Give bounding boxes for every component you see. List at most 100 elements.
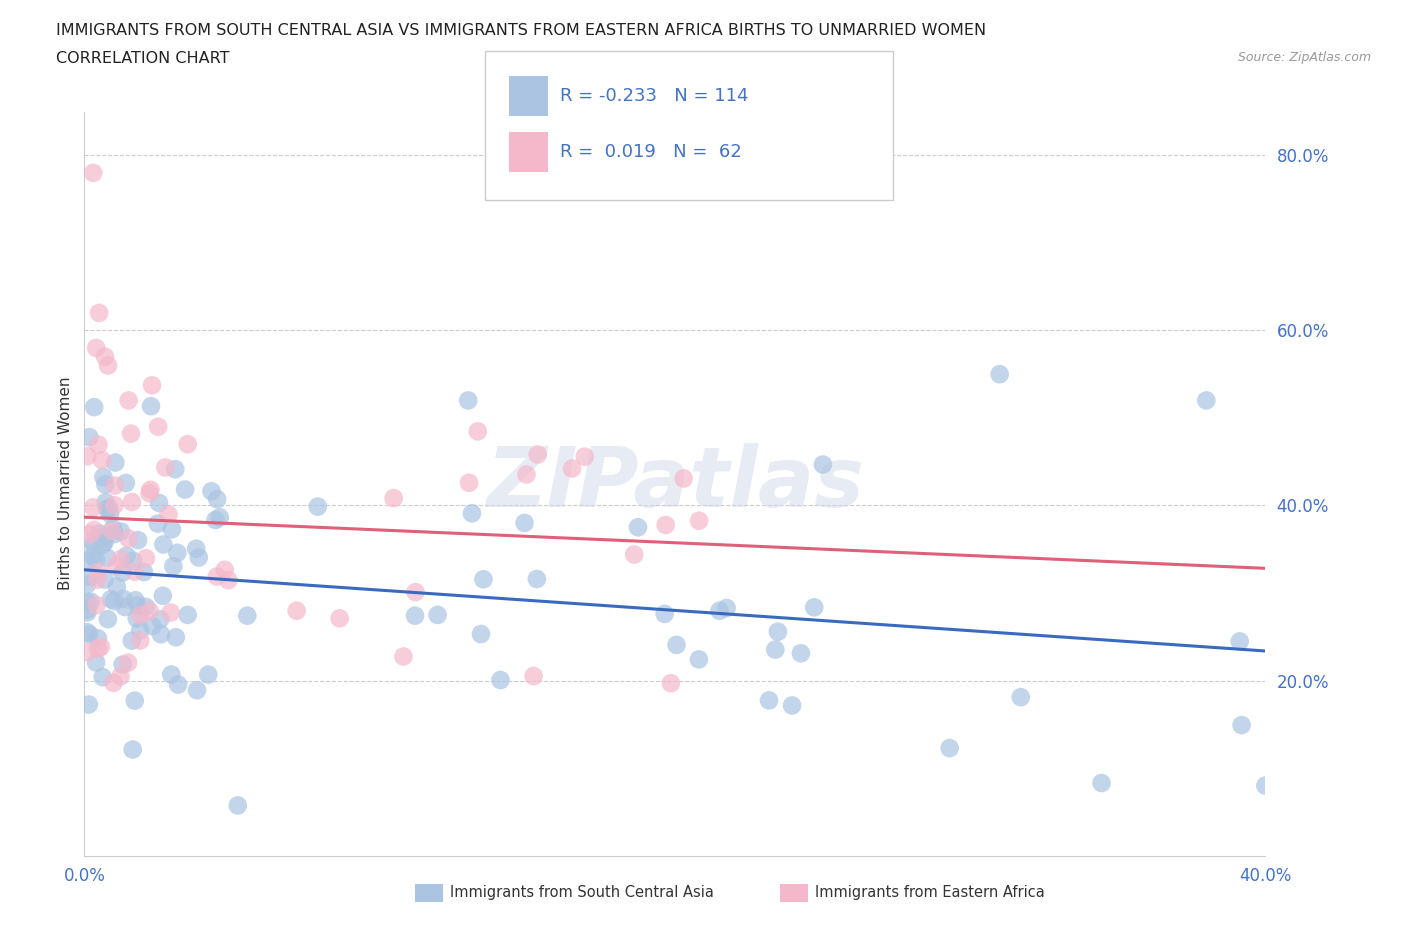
Point <box>100 524 122 538</box>
Point <box>94 350 117 365</box>
Point <box>82 534 104 549</box>
Point <box>135 551 157 565</box>
Point <box>89 526 111 541</box>
Point <box>135 600 157 615</box>
Point <box>77 627 100 642</box>
Point <box>200 484 222 498</box>
Point <box>780 698 803 713</box>
Point <box>87 631 110 645</box>
Point <box>86 572 108 587</box>
Point <box>87 305 111 320</box>
Point <box>155 460 177 475</box>
Point <box>141 618 163 633</box>
Point <box>87 565 110 579</box>
Point <box>458 475 481 490</box>
Point <box>138 485 160 500</box>
Point <box>79 569 101 584</box>
Point <box>938 740 960 755</box>
Point <box>98 507 121 522</box>
Point <box>132 565 155 579</box>
Point <box>105 559 128 574</box>
Point <box>122 553 145 568</box>
Point <box>457 393 479 408</box>
Point <box>665 637 688 652</box>
Point <box>426 607 449 622</box>
Point <box>94 572 117 587</box>
Point <box>76 605 98 620</box>
Point <box>1229 634 1251 649</box>
Point <box>114 600 136 615</box>
Point <box>165 462 187 477</box>
Point <box>103 593 125 608</box>
Point <box>329 611 352 626</box>
Point <box>176 607 198 622</box>
Point <box>236 608 259 623</box>
Text: CORRELATION CHART: CORRELATION CHART <box>56 51 229 66</box>
Y-axis label: Births to Unmarried Women: Births to Unmarried Women <box>58 377 73 591</box>
Point <box>149 627 172 642</box>
Point <box>86 598 108 613</box>
Point <box>1254 778 1277 793</box>
Point <box>285 604 308 618</box>
Point <box>97 612 120 627</box>
Point <box>623 547 645 562</box>
Point <box>152 537 174 551</box>
Point <box>101 521 124 536</box>
Point <box>177 437 200 452</box>
Text: Immigrants from Eastern Africa: Immigrants from Eastern Africa <box>815 885 1045 900</box>
Point <box>148 419 170 434</box>
Point <box>214 563 236 578</box>
Point <box>654 517 676 532</box>
Point <box>93 470 115 485</box>
Point <box>83 538 105 552</box>
Point <box>129 623 152 638</box>
Point <box>513 515 536 530</box>
Point <box>526 447 548 462</box>
Point <box>186 683 208 698</box>
Point <box>758 693 780 708</box>
Point <box>654 606 676 621</box>
Point <box>186 541 208 556</box>
Point <box>205 569 228 584</box>
Point <box>659 676 682 691</box>
Point <box>208 510 231 525</box>
Point <box>120 426 142 441</box>
Point <box>110 669 132 684</box>
Point <box>90 640 112 655</box>
Point <box>149 612 172 627</box>
Point <box>105 579 128 594</box>
Text: Immigrants from South Central Asia: Immigrants from South Central Asia <box>450 885 714 900</box>
Point <box>84 655 107 670</box>
Point <box>77 698 100 712</box>
Point <box>790 645 813 660</box>
Point <box>1195 393 1218 408</box>
Point <box>87 437 110 452</box>
Point <box>103 675 125 690</box>
Point <box>118 393 141 408</box>
Point <box>111 658 134 672</box>
Point <box>124 565 146 579</box>
Point <box>392 649 415 664</box>
Point <box>104 478 127 493</box>
Point <box>80 594 103 609</box>
Point <box>766 624 789 639</box>
Point <box>146 516 169 531</box>
Point <box>160 522 183 537</box>
Point <box>148 496 170 511</box>
Point <box>121 495 143 510</box>
Point <box>117 531 139 546</box>
Point <box>94 477 117 492</box>
Point <box>1230 718 1253 733</box>
Point <box>159 605 181 620</box>
Point <box>515 467 537 482</box>
Point <box>76 594 98 609</box>
Point <box>160 667 183 682</box>
Point <box>307 499 329 514</box>
Point <box>803 600 825 615</box>
Text: IMMIGRANTS FROM SOUTH CENTRAL ASIA VS IMMIGRANTS FROM EASTERN AFRICA BIRTHS TO U: IMMIGRANTS FROM SOUTH CENTRAL ASIA VS IM… <box>56 23 987 38</box>
Point <box>405 585 427 600</box>
Point <box>125 611 148 626</box>
Point <box>688 513 710 528</box>
Point <box>115 549 138 564</box>
Point <box>79 526 101 541</box>
